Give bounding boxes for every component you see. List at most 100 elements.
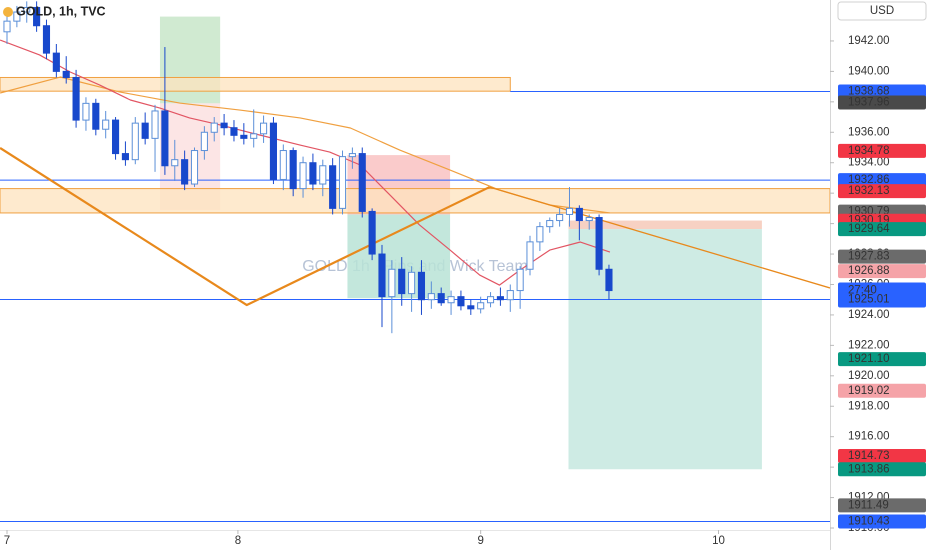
candle-body <box>181 159 189 185</box>
moving-average <box>0 39 611 286</box>
price-label: 1925.01 <box>848 294 890 306</box>
candle-body <box>111 119 120 155</box>
candle-body <box>131 122 139 161</box>
candle-body <box>496 296 504 301</box>
candle-body <box>279 150 287 180</box>
candle-body <box>506 290 514 301</box>
price-label: 1934.78 <box>848 145 890 157</box>
candle-body <box>427 293 435 301</box>
price-label-bg <box>838 249 926 264</box>
candle-body <box>62 70 70 78</box>
currency-button[interactable] <box>837 1 927 21</box>
symbol-icon <box>3 7 13 17</box>
candle-body <box>338 156 347 209</box>
price-label-bg <box>838 449 926 464</box>
price-label: 1932.86 <box>848 174 890 186</box>
candle-body <box>526 241 534 270</box>
candle-body <box>565 207 574 215</box>
candle-body <box>437 293 445 304</box>
price-label-bg <box>838 264 926 279</box>
y-tick-label: 1918.00 <box>848 400 890 412</box>
trend-line <box>0 147 491 307</box>
currency-label[interactable]: USD <box>870 5 894 17</box>
candle-body <box>447 296 455 304</box>
price-label-bg <box>838 95 926 110</box>
chart-title: GOLD, 1h, TVC <box>16 4 106 18</box>
x-tick-label: 9 <box>477 535 483 547</box>
candle-body <box>42 25 51 54</box>
price-label: 1938.68 <box>848 86 890 98</box>
candle-body <box>348 153 356 158</box>
candle-body <box>467 305 475 310</box>
trend-line <box>489 186 830 289</box>
candle-body <box>141 122 149 139</box>
candle-body <box>121 153 129 161</box>
supply-zone <box>0 188 830 214</box>
candle-body <box>289 150 297 190</box>
candle-body <box>250 133 258 139</box>
y-tick-label: 1920.00 <box>848 370 890 382</box>
price-label-bg <box>838 173 926 188</box>
candle-body <box>556 213 564 222</box>
x-tick-label: 10 <box>712 535 725 547</box>
price-label: 1910.43 <box>848 516 890 528</box>
price-label-bg <box>838 282 926 308</box>
candle-body <box>13 11 21 22</box>
candle-body <box>269 122 278 180</box>
candle-body <box>299 162 307 190</box>
candle-body <box>171 159 179 167</box>
price-label-bg <box>838 462 926 477</box>
y-tick-label: 1924.00 <box>848 309 890 321</box>
candle-body <box>151 110 159 139</box>
candle-body <box>3 20 11 33</box>
candle-body <box>220 122 228 129</box>
candle-body <box>595 217 603 270</box>
candle-body <box>329 165 337 209</box>
candle-body <box>92 102 100 130</box>
candle-body <box>585 217 593 222</box>
price-label: 1911.49 <box>848 499 889 511</box>
price-label: 1926.88 <box>848 265 890 277</box>
position-box <box>568 220 762 230</box>
candle-body <box>33 6 41 27</box>
candle-body <box>190 150 199 185</box>
candle-body <box>477 302 485 310</box>
candle-body <box>102 119 110 130</box>
price-label: 1919.02 <box>848 385 890 397</box>
y-tick-label: 1934.00 <box>848 157 890 169</box>
candle-body <box>398 268 406 295</box>
candle-body <box>309 162 317 185</box>
y-tick-label: 1942.00 <box>848 35 890 47</box>
price-label-bg <box>838 383 926 398</box>
y-tick-label: 1922.00 <box>848 339 890 351</box>
candle-body <box>23 6 31 13</box>
price-label-bg <box>838 352 926 367</box>
candle-body <box>161 110 169 167</box>
y-tick-label: 1940.00 <box>848 65 890 77</box>
y-tick-label: 1936.00 <box>848 126 890 138</box>
candle-body <box>378 253 386 298</box>
candle-body <box>358 153 366 212</box>
price-label: 1937.96 <box>848 96 890 108</box>
candle-body <box>408 271 416 295</box>
candle-body <box>546 220 554 228</box>
x-tick-label: 8 <box>235 535 241 547</box>
price-label-bg <box>838 514 926 529</box>
price-label: 1921.10 <box>848 353 890 365</box>
candle-body <box>230 127 238 136</box>
price-label: 1929.64 <box>848 223 890 235</box>
candle-body <box>417 271 426 301</box>
plot-area: GOLD 1h Pips and Wick Team <box>0 1 830 522</box>
candle-body <box>240 134 248 139</box>
candle-body <box>388 268 396 298</box>
candle-body <box>605 268 613 292</box>
price-label-bg <box>838 143 926 158</box>
candle-body <box>457 296 465 307</box>
candle-body <box>52 52 60 72</box>
candle-body <box>260 122 268 135</box>
x-tick-label: 7 <box>4 535 10 547</box>
price-label-bg <box>838 222 926 237</box>
candle-body <box>486 296 495 304</box>
candle-body <box>319 165 327 185</box>
